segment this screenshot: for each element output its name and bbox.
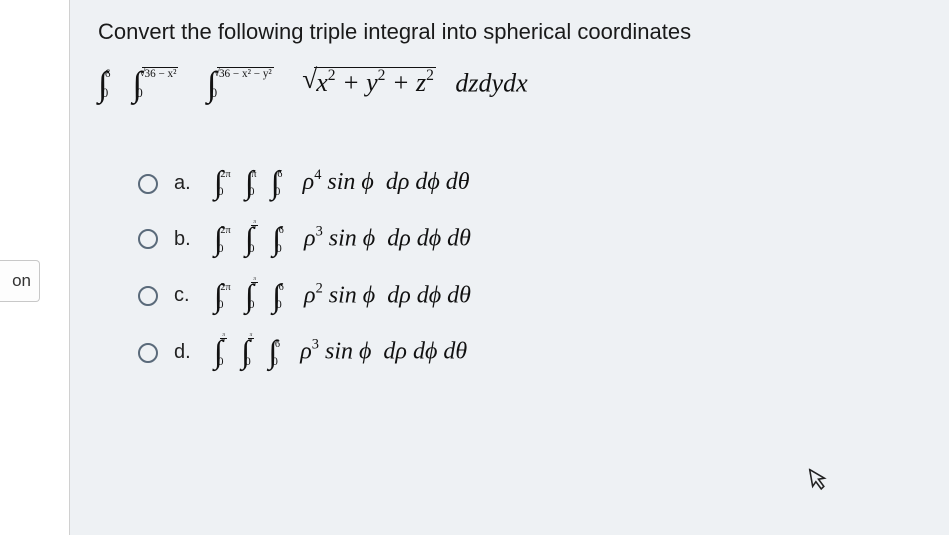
integrand-sqrt: x2 + y2 + z2	[316, 68, 434, 97]
question-prompt: Convert the following triple integral in…	[98, 18, 921, 47]
option-letter: d.	[174, 341, 198, 364]
option-b[interactable]: b. ∫02π ∫0π2 ∫06 ρ3 sin ϕ dρ dϕ dθ	[138, 220, 921, 259]
option-letter: b.	[174, 228, 198, 251]
option-math: ∫02π ∫0π2 ∫06 ρ3 sin ϕ dρ dϕ dθ	[214, 220, 471, 259]
option-letter: c.	[174, 284, 198, 307]
integral-differentials: dzdydx	[455, 68, 527, 97]
radio-d[interactable]	[138, 343, 158, 363]
radio-b[interactable]	[138, 229, 158, 249]
option-c[interactable]: c. ∫02π ∫0π2 ∫06 ρ2 sin ϕ dρ dϕ dθ	[138, 277, 921, 316]
cursor-icon	[809, 466, 832, 499]
question-panel: Convert the following triple integral in…	[70, 0, 949, 535]
option-math: ∫02π ∫0π2 ∫06 ρ2 sin ϕ dρ dϕ dθ	[214, 277, 471, 316]
option-math: ∫02π ∫0π ∫06 ρ4 sin ϕ dρ dϕ dθ	[214, 165, 470, 202]
sidebar-fragment-label[interactable]: on	[0, 260, 40, 302]
option-d[interactable]: d. ∫0π2 ∫0π2 ∫06 ρ3 sin ϕ dρ dϕ dθ	[138, 333, 921, 372]
option-letter: a.	[174, 172, 198, 195]
question-integral: ∫06 ∫0√36 − x² ∫0√36 − x² − y² √x2 + y2 …	[98, 63, 921, 106]
radio-a[interactable]	[138, 174, 158, 194]
sidebar: on	[0, 0, 70, 535]
radio-c[interactable]	[138, 286, 158, 306]
option-a[interactable]: a. ∫02π ∫0π ∫06 ρ4 sin ϕ dρ dϕ dθ	[138, 165, 921, 202]
page-root: on Convert the following triple integral…	[0, 0, 949, 535]
options-list: a. ∫02π ∫0π ∫06 ρ4 sin ϕ dρ dϕ dθ b. ∫02…	[138, 165, 921, 372]
option-math: ∫0π2 ∫0π2 ∫06 ρ3 sin ϕ dρ dϕ dθ	[214, 333, 467, 372]
